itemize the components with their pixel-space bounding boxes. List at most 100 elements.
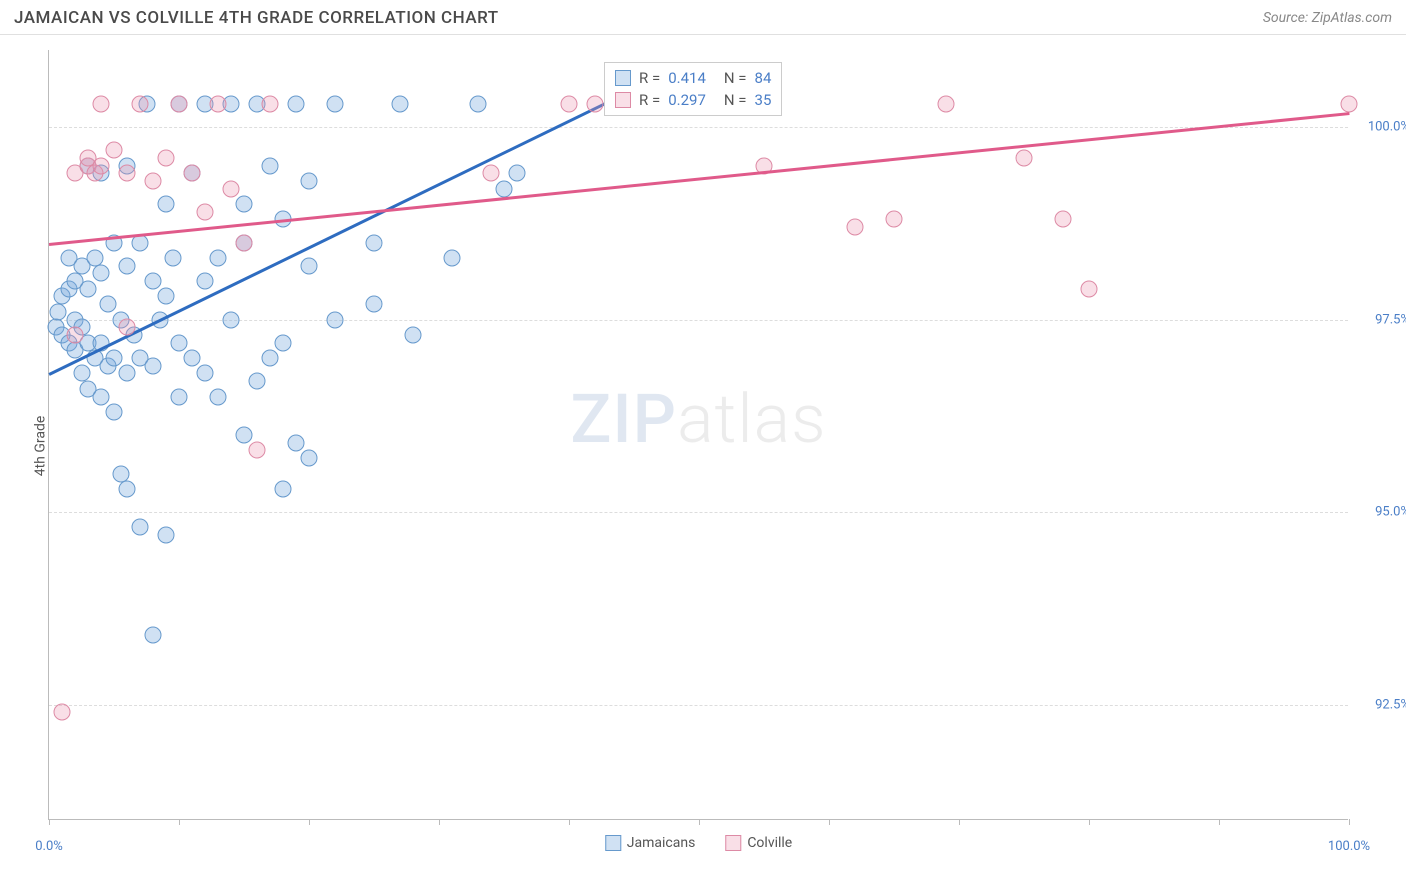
scatter-point (392, 95, 409, 112)
scatter-point (236, 427, 253, 444)
scatter-point (236, 196, 253, 213)
scatter-point (223, 311, 240, 328)
scatter-point (288, 434, 305, 451)
legend-r-value: 0.297 (668, 91, 706, 109)
scatter-point (587, 95, 604, 112)
trend-line (48, 89, 634, 376)
y-axis-label: 4th Grade (32, 416, 48, 477)
scatter-point (93, 157, 110, 174)
chart-title: JAMAICAN VS COLVILLE 4TH GRADE CORRELATI… (14, 8, 499, 28)
scatter-point (145, 172, 162, 189)
scatter-point (509, 165, 526, 182)
gridline (49, 512, 1348, 513)
scatter-point (197, 365, 214, 382)
chart-source: Source: ZipAtlas.com (1263, 10, 1392, 26)
scatter-point (1055, 211, 1072, 228)
y-tick-label: 100.0% (1368, 120, 1406, 135)
scatter-point (210, 249, 227, 266)
scatter-point (405, 326, 422, 343)
scatter-point (158, 288, 175, 305)
stats-legend-row: R = 0.297 N = 35 (615, 89, 771, 111)
legend-n-label: N = (724, 91, 747, 109)
x-tick (699, 819, 700, 825)
scatter-point (249, 442, 266, 459)
y-tick-label: 95.0% (1375, 505, 1406, 520)
x-tick (439, 819, 440, 825)
scatter-point (54, 704, 71, 721)
scatter-point (483, 165, 500, 182)
scatter-point (158, 149, 175, 166)
scatter-point (262, 350, 279, 367)
y-tick-label: 97.5% (1375, 312, 1406, 327)
legend-r-label: R = (639, 91, 660, 109)
scatter-point (223, 180, 240, 197)
series-legend-item: Colville (725, 835, 792, 851)
scatter-point (119, 319, 136, 336)
scatter-point (119, 165, 136, 182)
scatter-point (119, 480, 136, 497)
x-tick (1089, 819, 1090, 825)
scatter-point (938, 95, 955, 112)
scatter-point (184, 350, 201, 367)
legend-swatch (615, 70, 631, 86)
scatter-point (164, 249, 181, 266)
scatter-point (93, 265, 110, 282)
series-legend: Jamaicans Colville (605, 835, 792, 851)
gridline (49, 127, 1348, 128)
legend-swatch (605, 835, 621, 851)
scatter-point (106, 403, 123, 420)
x-tick (49, 819, 50, 825)
scatter-point (1081, 280, 1098, 297)
x-tick (1349, 819, 1350, 825)
scatter-point (171, 334, 188, 351)
scatter-point (145, 357, 162, 374)
scatter-point (847, 219, 864, 236)
scatter-point (1341, 95, 1358, 112)
scatter-point (145, 273, 162, 290)
x-tick (829, 819, 830, 825)
scatter-point (132, 95, 149, 112)
scatter-point (106, 142, 123, 159)
x-tick (309, 819, 310, 825)
scatter-point (288, 95, 305, 112)
scatter-point (93, 388, 110, 405)
scatter-point (470, 95, 487, 112)
scatter-point (80, 280, 97, 297)
legend-swatch (615, 92, 631, 108)
stats-legend-row: R = 0.414N = 84 (615, 67, 771, 89)
scatter-point (301, 257, 318, 274)
scatter-point (366, 296, 383, 313)
y-tick-label: 92.5% (1375, 697, 1406, 712)
scatter-point (93, 95, 110, 112)
scatter-point (886, 211, 903, 228)
x-tick (959, 819, 960, 825)
scatter-point (236, 234, 253, 251)
series-legend-label: Jamaicans (627, 835, 696, 851)
scatter-point (262, 95, 279, 112)
scatter-point (327, 95, 344, 112)
x-tick (569, 819, 570, 825)
scatter-point (119, 365, 136, 382)
scatter-point (184, 165, 201, 182)
scatter-point (132, 519, 149, 536)
scatter-point (119, 257, 136, 274)
x-tick-label: 0.0% (35, 839, 63, 854)
scatter-point (106, 350, 123, 367)
chart-plot-area: ZIPatlas 92.5%95.0%97.5%100.0%0.0%100.0%… (48, 50, 1348, 820)
watermark: ZIPatlas (570, 379, 826, 459)
scatter-point (275, 480, 292, 497)
scatter-point (210, 388, 227, 405)
legend-r-value: 0.414 (668, 69, 706, 87)
legend-n-label: N = (724, 69, 747, 87)
scatter-point (50, 303, 67, 320)
scatter-point (1016, 149, 1033, 166)
scatter-point (171, 388, 188, 405)
scatter-point (210, 95, 227, 112)
scatter-point (561, 95, 578, 112)
legend-swatch (725, 835, 741, 851)
scatter-point (275, 334, 292, 351)
scatter-point (301, 450, 318, 467)
scatter-point (444, 249, 461, 266)
gridline (49, 320, 1348, 321)
legend-n-value: 35 (755, 91, 772, 109)
